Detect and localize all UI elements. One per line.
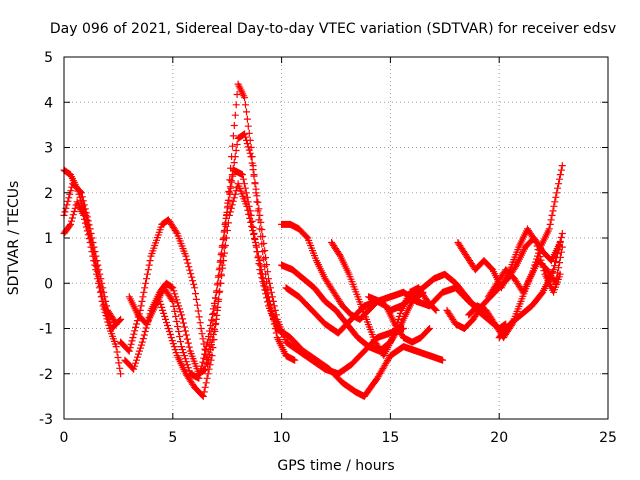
data-points <box>60 80 566 400</box>
x-tick-label: 0 <box>60 430 69 446</box>
y-axis-label: SDTVAR / TECUs <box>6 181 22 296</box>
series-points <box>156 180 286 400</box>
series-points <box>495 230 566 342</box>
y-tick-label: 5 <box>44 50 53 66</box>
y-tick-label: 4 <box>44 95 53 111</box>
series-points <box>484 162 566 301</box>
series-points <box>125 166 447 400</box>
data-series <box>328 239 440 360</box>
data-series <box>278 220 434 346</box>
y-tick-label: 2 <box>44 186 53 202</box>
y-tick-label: 1 <box>44 231 53 247</box>
series-points <box>328 239 440 360</box>
x-tick-label: 15 <box>381 430 399 446</box>
y-tick-label: 0 <box>44 276 53 292</box>
y-tick-label: -1 <box>39 322 53 338</box>
y-tick-label: 3 <box>44 141 53 157</box>
data-series <box>60 180 120 328</box>
chart-title: Day 096 of 2021, Sidereal Day-to-day VTE… <box>50 21 616 37</box>
x-tick-label: 10 <box>273 430 291 446</box>
x-tick-label: 20 <box>490 430 508 446</box>
data-series <box>484 162 566 301</box>
axis-ticks: 0 5 10 15 20 25 -3 -2 -1 0 1 2 3 4 5 <box>39 50 617 446</box>
x-tick-label: 5 <box>168 430 177 446</box>
series-points <box>60 180 120 328</box>
grid <box>64 57 608 419</box>
x-axis-label: GPS time / hours <box>277 458 394 474</box>
data-series <box>125 166 447 400</box>
y-tick-label: -3 <box>39 412 53 428</box>
data-series <box>156 180 286 400</box>
series-points <box>278 220 434 346</box>
y-tick-label: -2 <box>39 367 53 383</box>
data-series <box>495 230 566 342</box>
x-tick-label: 25 <box>599 430 617 446</box>
